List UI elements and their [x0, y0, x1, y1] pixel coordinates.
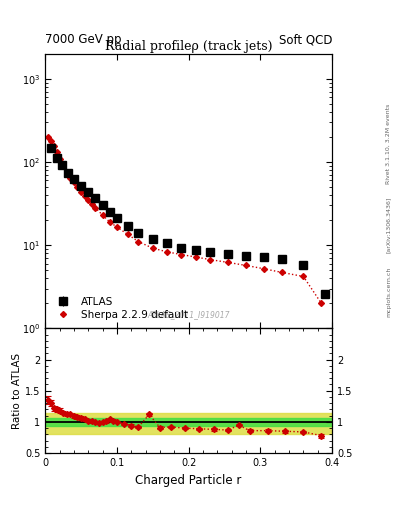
- Bar: [45, 418, 332, 426]
- Text: Rivet 3.1.10, 3.2M events: Rivet 3.1.10, 3.2M events: [386, 103, 391, 183]
- Sherpa 2.2.9 default: [57, 156, 62, 162]
- Sherpa 2.2.9 default: [262, 266, 266, 272]
- Y-axis label: Ratio to ATLAS: Ratio to ATLAS: [12, 353, 22, 429]
- Sherpa 2.2.9 default: [107, 219, 112, 225]
- Sherpa 2.2.9 default: [136, 239, 141, 245]
- Legend: ATLAS, Sherpa 2.2.9 default: ATLAS, Sherpa 2.2.9 default: [50, 294, 191, 323]
- Sherpa 2.2.9 default: [79, 188, 83, 195]
- Text: 7000 GeV pp: 7000 GeV pp: [45, 33, 122, 46]
- Sherpa 2.2.9 default: [100, 212, 105, 218]
- Sherpa 2.2.9 default: [244, 262, 248, 268]
- Sherpa 2.2.9 default: [86, 197, 90, 203]
- Sherpa 2.2.9 default: [51, 143, 56, 149]
- Sherpa 2.2.9 default: [279, 269, 284, 275]
- Sherpa 2.2.9 default: [82, 193, 87, 199]
- Sherpa 2.2.9 default: [301, 273, 306, 280]
- Sherpa 2.2.9 default: [193, 254, 198, 260]
- Sherpa 2.2.9 default: [179, 251, 184, 258]
- Sherpa 2.2.9 default: [75, 184, 80, 190]
- Sherpa 2.2.9 default: [93, 205, 98, 211]
- Sherpa 2.2.9 default: [46, 134, 50, 140]
- Bar: [45, 413, 332, 434]
- Title: Radial profileρ (track jets): Radial profileρ (track jets): [105, 39, 272, 53]
- Text: Soft QCD: Soft QCD: [279, 33, 332, 46]
- Sherpa 2.2.9 default: [54, 150, 59, 156]
- Sherpa 2.2.9 default: [115, 224, 119, 230]
- Text: ATLAS_2011_I919017: ATLAS_2011_I919017: [147, 310, 230, 319]
- Sherpa 2.2.9 default: [165, 249, 169, 255]
- Sherpa 2.2.9 default: [151, 245, 155, 251]
- Sherpa 2.2.9 default: [125, 231, 130, 238]
- Sherpa 2.2.9 default: [64, 169, 69, 175]
- Sherpa 2.2.9 default: [49, 138, 53, 144]
- Sherpa 2.2.9 default: [90, 201, 94, 207]
- Text: [arXiv:1306.3436]: [arXiv:1306.3436]: [386, 197, 391, 253]
- X-axis label: Charged Particle r: Charged Particle r: [136, 474, 242, 486]
- Text: mcplots.cern.ch: mcplots.cern.ch: [386, 267, 391, 317]
- Sherpa 2.2.9 default: [208, 257, 213, 263]
- Sherpa 2.2.9 default: [61, 163, 66, 169]
- Sherpa 2.2.9 default: [226, 260, 230, 266]
- Sherpa 2.2.9 default: [319, 300, 324, 306]
- Sherpa 2.2.9 default: [68, 175, 73, 181]
- Line: Sherpa 2.2.9 default: Sherpa 2.2.9 default: [46, 135, 323, 305]
- Sherpa 2.2.9 default: [72, 179, 76, 185]
